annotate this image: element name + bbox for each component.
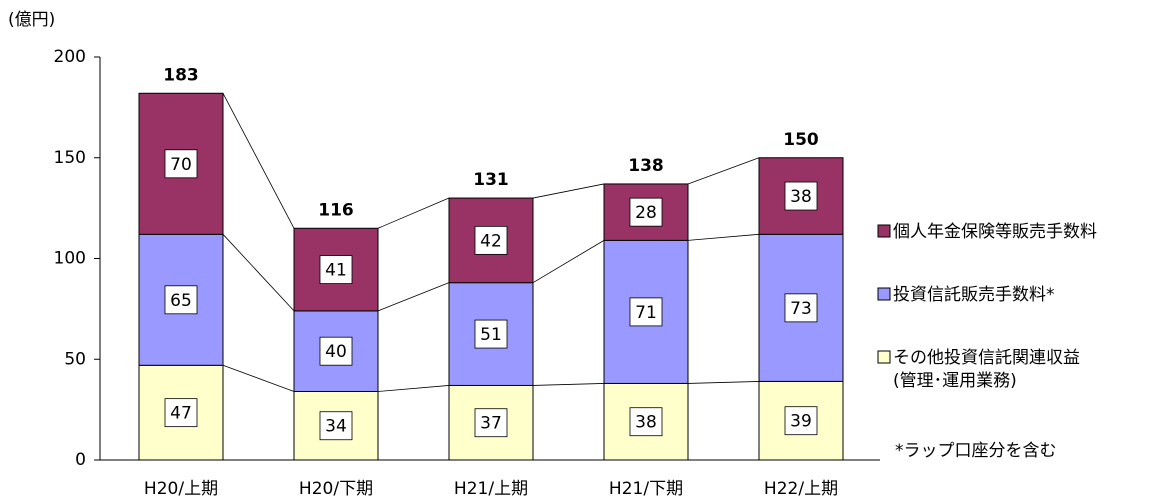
value-label: 73 bbox=[790, 299, 812, 319]
value-label: 71 bbox=[635, 303, 657, 323]
value-label-box bbox=[629, 407, 663, 437]
legend-swatch bbox=[877, 350, 891, 364]
value-label: 40 bbox=[325, 342, 347, 362]
value-label: 41 bbox=[325, 261, 347, 281]
connector-line bbox=[222, 93, 295, 229]
value-label-box bbox=[319, 255, 353, 284]
x-tick-label: H21/下期 bbox=[609, 479, 683, 499]
value-label: 34 bbox=[325, 417, 347, 437]
legend-swatch bbox=[877, 287, 891, 301]
connector-line bbox=[377, 197, 450, 229]
value-label-box bbox=[629, 197, 663, 227]
legend-note: (管理･運用業務) bbox=[893, 371, 1017, 391]
connector-line bbox=[687, 233, 760, 241]
value-label-box bbox=[784, 181, 818, 211]
footnote: *ラップ口座分を含む bbox=[895, 441, 1057, 461]
value-label: 37 bbox=[480, 414, 502, 434]
value-label: 38 bbox=[790, 187, 812, 207]
value-label-box bbox=[164, 285, 198, 315]
unit-label: (億円) bbox=[8, 10, 55, 30]
value-label: 70 bbox=[170, 155, 192, 175]
y-tick-label: 100 bbox=[54, 249, 86, 269]
legend-label: 投資信託販売手数料* bbox=[893, 285, 1055, 305]
value-label-box bbox=[319, 411, 353, 441]
value-label: 65 bbox=[170, 291, 192, 311]
total-label: 138 bbox=[628, 156, 664, 176]
connector-line bbox=[532, 183, 605, 199]
x-tick-label: H20/上期 bbox=[144, 479, 218, 499]
value-label: 42 bbox=[480, 231, 502, 251]
value-label: 38 bbox=[635, 413, 657, 433]
value-label-box bbox=[319, 336, 353, 366]
value-label-box bbox=[474, 408, 508, 438]
connector-line bbox=[532, 383, 605, 386]
connector-line bbox=[377, 385, 450, 392]
value-label: 47 bbox=[170, 404, 192, 424]
total-label: 150 bbox=[783, 130, 819, 150]
total-label: 116 bbox=[318, 200, 354, 220]
x-tick-label: H22/上期 bbox=[764, 479, 838, 499]
value-label: 39 bbox=[790, 412, 812, 432]
connector-line bbox=[377, 282, 450, 312]
y-tick-label: 0 bbox=[75, 450, 86, 470]
value-label-box bbox=[629, 297, 663, 327]
total-label: 131 bbox=[473, 170, 509, 190]
connector-line bbox=[222, 364, 295, 392]
connector-line bbox=[532, 240, 605, 284]
value-label-box bbox=[164, 398, 198, 428]
x-tick-label: H21/上期 bbox=[454, 479, 528, 499]
connector-line bbox=[687, 381, 760, 384]
x-tick-label: H20/下期 bbox=[299, 479, 373, 499]
legend-label: 個人年金保険等販売手数料 bbox=[893, 222, 1097, 242]
y-tick-label: 200 bbox=[54, 47, 86, 67]
connector-line bbox=[687, 157, 760, 185]
value-label-box bbox=[474, 225, 508, 255]
value-label-box bbox=[164, 149, 198, 179]
value-label-box bbox=[784, 293, 818, 323]
y-tick-label: 50 bbox=[64, 349, 86, 369]
y-tick-label: 150 bbox=[54, 148, 86, 168]
value-label-box bbox=[474, 319, 508, 349]
value-label: 51 bbox=[480, 325, 502, 345]
legend-label: その他投資信託関連収益 bbox=[893, 348, 1080, 368]
value-label-box bbox=[784, 406, 818, 436]
connector-line bbox=[222, 234, 295, 312]
value-label: 28 bbox=[635, 203, 657, 223]
legend-swatch bbox=[877, 224, 891, 238]
total-label: 183 bbox=[163, 65, 199, 85]
